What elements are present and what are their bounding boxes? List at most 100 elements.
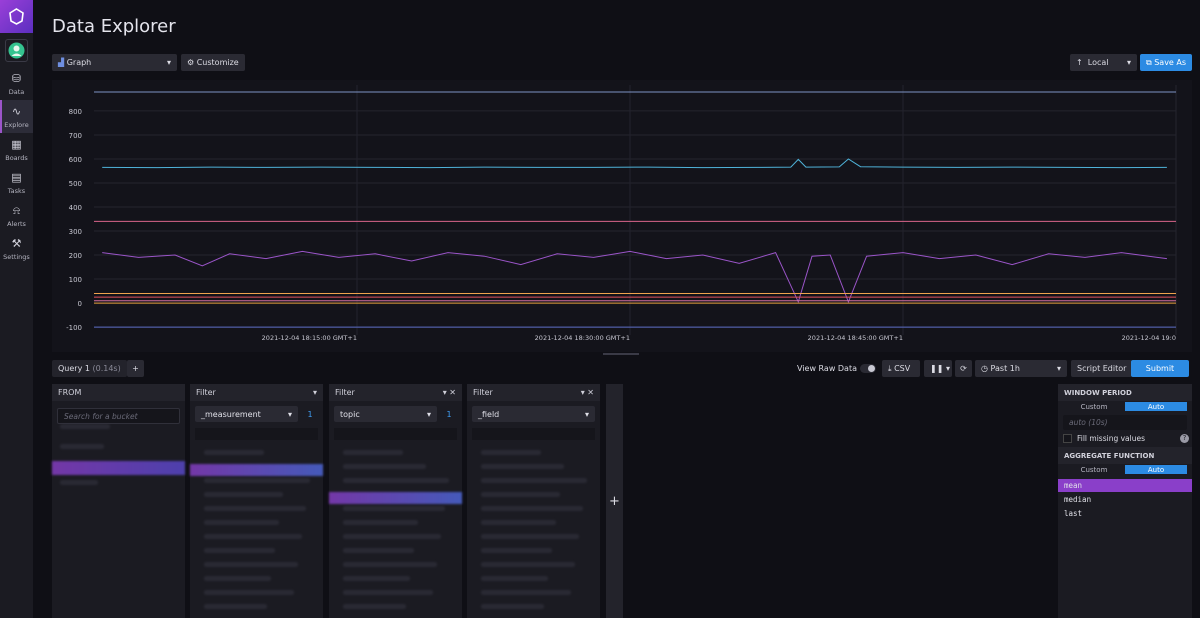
filter-key-select[interactable]: _field▾ — [472, 406, 595, 422]
nav-label[interactable]: Alerts — [0, 220, 33, 228]
logo[interactable] — [0, 0, 33, 33]
view-raw-label: View Raw Data — [760, 364, 857, 373]
window-auto[interactable]: Auto — [1125, 402, 1187, 411]
value-item[interactable] — [481, 534, 579, 539]
window-input[interactable]: auto (10s) — [1063, 415, 1187, 430]
fill-missing[interactable]: Fill missing values — [1063, 434, 1187, 443]
value-item[interactable] — [343, 604, 406, 609]
value-item[interactable] — [204, 604, 267, 609]
value-item[interactable] — [481, 548, 552, 553]
value-item[interactable] — [204, 506, 306, 511]
nav-icon[interactable]: ⛁ — [0, 72, 33, 85]
value-item[interactable] — [481, 562, 575, 567]
value-item[interactable] — [343, 548, 414, 553]
help-icon[interactable]: ? — [1180, 434, 1189, 443]
aggregate-function[interactable]: mean — [1058, 479, 1192, 492]
add-filter[interactable]: + — [606, 384, 623, 618]
nav-icon[interactable]: ⚒ — [0, 237, 33, 250]
nav-label[interactable]: Settings — [0, 253, 33, 261]
value-item[interactable] — [481, 520, 556, 525]
filter-count: 1 — [302, 406, 318, 422]
submit-button[interactable]: Submit — [1131, 360, 1189, 377]
filter-key-select[interactable]: _measurement▾ — [195, 406, 298, 422]
bucket-item[interactable] — [60, 424, 110, 429]
view-type-dropdown[interactable]: ▟ Graph▾ — [52, 54, 177, 71]
value-item[interactable] — [343, 590, 433, 595]
script-editor-button[interactable]: Script Editor — [1071, 360, 1132, 377]
x-tick-label: 2021-12-04 18:30:00 GMT+1 — [535, 334, 630, 342]
value-item[interactable] — [481, 464, 564, 469]
value-item[interactable] — [343, 506, 445, 511]
nav-icon[interactable]: ∿ — [0, 105, 33, 118]
value-item[interactable] — [481, 604, 544, 609]
nav-label[interactable]: Boards — [0, 154, 33, 162]
aggregate-toggle: Custom Auto — [1063, 465, 1187, 474]
nav-label[interactable]: Data — [0, 88, 33, 96]
query-tab[interactable]: Query 1 (0.14s) — [52, 360, 127, 377]
value-item[interactable] — [481, 492, 560, 497]
value-item[interactable] — [481, 590, 571, 595]
csv-button[interactable]: ⤓ CSV — [882, 360, 920, 377]
filter-search[interactable] — [472, 428, 595, 440]
value-item[interactable] — [204, 534, 302, 539]
aggregate-function[interactable]: last — [1058, 507, 1192, 520]
filter-caret[interactable]: ▾ ✕ — [443, 388, 456, 397]
bucket-item[interactable] — [60, 480, 98, 485]
value-item[interactable] — [204, 562, 298, 567]
view-raw-toggle[interactable] — [860, 364, 876, 373]
value-item[interactable] — [481, 450, 541, 455]
window-custom[interactable]: Custom — [1063, 402, 1125, 411]
aggregate-custom[interactable]: Custom — [1063, 465, 1125, 474]
resize-handle[interactable] — [603, 353, 639, 355]
value-item[interactable] — [343, 520, 418, 525]
window-placeholder: auto (10s) — [1069, 418, 1108, 427]
time-range: ◷ Past 1h — [981, 364, 1020, 373]
nav-icon[interactable]: ⍾ — [0, 204, 33, 218]
value-item[interactable] — [204, 590, 294, 595]
time-range-dropdown[interactable]: ◷ Past 1h ▾ — [975, 360, 1067, 377]
value-item[interactable] — [343, 562, 437, 567]
customize-button[interactable]: ⚙ Customize — [181, 54, 245, 71]
bucket-item[interactable] — [60, 444, 104, 449]
filter-key-select[interactable]: topic ▾ — [334, 406, 437, 422]
value-item[interactable] — [204, 450, 264, 455]
value-item[interactable] — [481, 478, 587, 483]
value-item[interactable] — [204, 478, 310, 483]
value-item[interactable] — [343, 450, 403, 455]
refresh-button[interactable]: ⟳ — [955, 360, 972, 377]
filter-search[interactable] — [195, 428, 318, 440]
filter-caret[interactable]: ▾ — [313, 388, 317, 397]
filter-caret[interactable]: ▾ ✕ — [581, 388, 594, 397]
nav-label[interactable]: Tasks — [0, 187, 33, 195]
selected-value[interactable] — [190, 464, 323, 476]
view-type: ▟ Graph — [58, 58, 91, 67]
save-as-button[interactable]: ⧉ Save As — [1140, 54, 1192, 71]
value-item[interactable] — [343, 534, 441, 539]
value-item[interactable] — [481, 506, 583, 511]
filter-key: topic — [340, 410, 360, 419]
avatar[interactable] — [5, 39, 28, 62]
selected-value[interactable] — [329, 492, 462, 504]
caret: ▾ — [427, 410, 431, 419]
nav-label[interactable]: Explore — [0, 121, 33, 129]
aggregate-auto[interactable]: Auto — [1125, 465, 1187, 474]
value-item[interactable] — [343, 478, 449, 483]
value-item[interactable] — [204, 520, 279, 525]
value-item[interactable] — [204, 576, 271, 581]
value-item[interactable] — [481, 576, 548, 581]
pause-dropdown[interactable]: ❚❚ ▾ — [924, 360, 952, 377]
value-item[interactable] — [204, 492, 283, 497]
value-item[interactable] — [204, 548, 275, 553]
nav-icon[interactable]: ▤ — [0, 171, 33, 184]
nav-icon[interactable]: ▦ — [0, 138, 33, 151]
filter-search[interactable] — [334, 428, 457, 440]
caret: ▾ — [1057, 364, 1061, 373]
timezone-dropdown[interactable]: ↑ Local▾ — [1070, 54, 1137, 71]
value-item[interactable] — [343, 576, 410, 581]
value-item[interactable] — [343, 464, 426, 469]
filter-title: Filter — [473, 388, 581, 397]
selected-bucket[interactable] — [52, 461, 185, 475]
aggregate-function[interactable]: median — [1058, 493, 1192, 506]
bucket-search[interactable]: Search for a bucket — [57, 408, 180, 424]
add-query[interactable]: + — [127, 360, 144, 377]
